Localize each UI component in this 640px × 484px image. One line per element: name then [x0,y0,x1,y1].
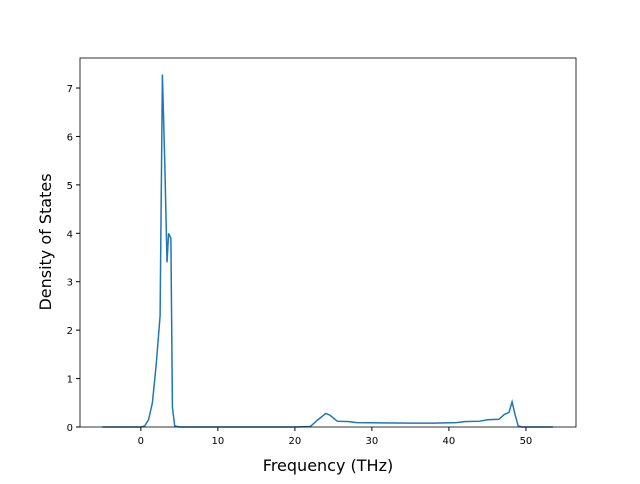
x-tick-label: 40 [443,436,456,447]
y-axis-label: Density of States [36,173,55,310]
y-tick-label: 7 [67,84,73,95]
y-tick-label: 6 [67,132,73,143]
x-tick-label: 50 [520,436,533,447]
y-tick-label: 1 [67,375,73,386]
y-tick-label: 3 [67,278,73,289]
line [102,74,553,428]
y-tick-label: 5 [67,181,73,192]
x-axis-label: Frequency (THz) [263,456,393,475]
x-tick-label: 10 [211,436,224,447]
y-tick-label: 4 [67,229,73,240]
y-tick-label: 0 [67,423,73,434]
x-tick-label: 0 [138,436,144,447]
y-tick-label: 2 [67,326,73,337]
x-tick-label: 30 [366,436,379,447]
x-tick-label: 20 [289,436,302,447]
plot-frame [79,57,577,428]
